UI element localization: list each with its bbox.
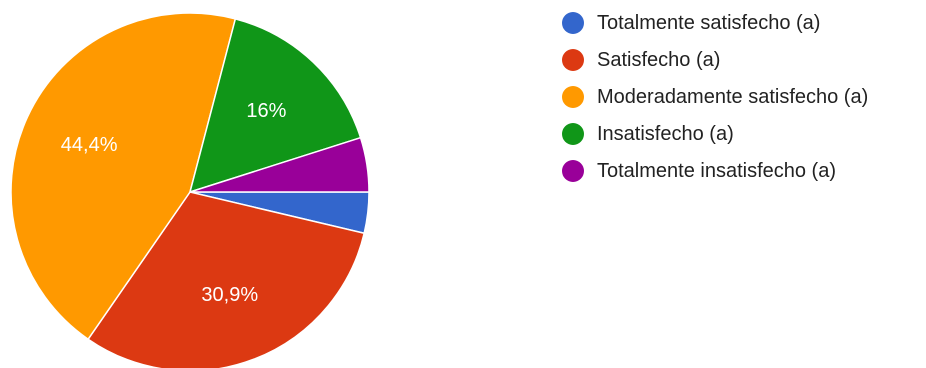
slice-data-label-4: 16% xyxy=(246,100,286,122)
pie-slice-2[interactable] xyxy=(87,191,365,368)
legend-swatch xyxy=(562,86,584,108)
legend-swatch xyxy=(562,12,584,34)
legend-label: Totalmente satisfecho (a) xyxy=(597,11,821,34)
slice-data-label-2: 30,9% xyxy=(201,284,258,306)
legend-item[interactable]: Totalmente insatisfecho (a) xyxy=(562,157,868,185)
slice-data-label-3: 44,4% xyxy=(61,134,118,156)
chart-legend: Totalmente satisfecho (a) Satisfecho (a) M… xyxy=(562,9,868,194)
legend-item[interactable]: Moderadamente satisfecho (a) xyxy=(562,83,868,111)
pie-slice-4[interactable] xyxy=(189,18,362,193)
legend-item[interactable]: Totalmente satisfecho (a) xyxy=(562,9,868,37)
legend-label: Satisfecho (a) xyxy=(597,48,721,71)
legend-label: Totalmente insatisfecho (a) xyxy=(597,159,837,182)
legend-swatch xyxy=(562,49,584,71)
legend-label: Moderadamente satisfecho (a) xyxy=(597,85,869,108)
pie-slice-5[interactable] xyxy=(189,136,370,193)
legend-swatch xyxy=(562,160,584,182)
legend-label: Insatisfecho (a) xyxy=(597,122,734,145)
pie-chart: 30,9% 44,4% 16% xyxy=(10,12,370,368)
legend-item[interactable]: Insatisfecho (a) xyxy=(562,120,868,148)
legend-swatch xyxy=(562,123,584,145)
legend-item[interactable]: Satisfecho (a) xyxy=(562,46,868,74)
pie-slice-3[interactable] xyxy=(10,12,237,340)
